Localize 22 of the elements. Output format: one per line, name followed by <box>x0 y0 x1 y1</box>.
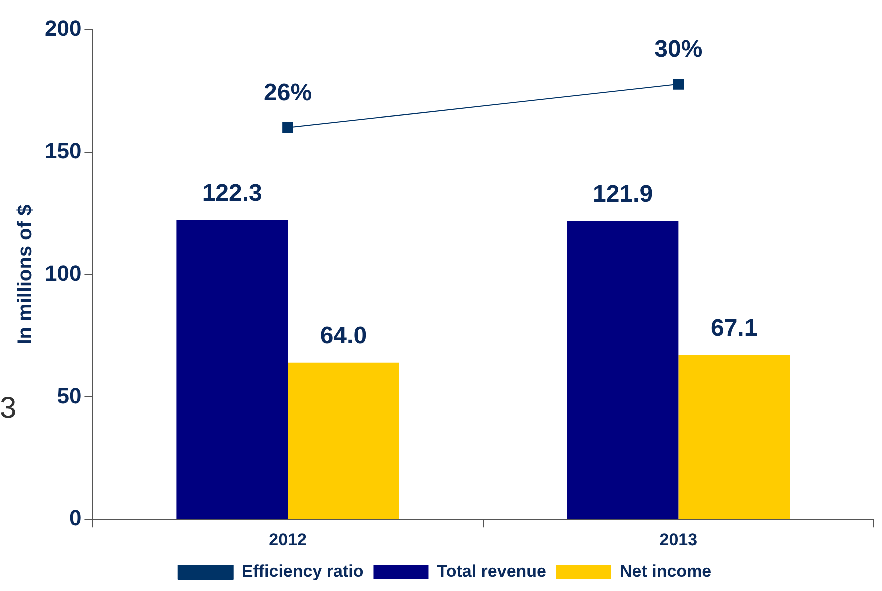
legend-label: Net income <box>620 562 712 582</box>
data-label: 64.0 <box>320 322 368 350</box>
y-tick-label: 100 <box>44 260 82 286</box>
data-label: 122.3 <box>202 180 262 207</box>
y-axis-title: In millions of $ <box>14 204 37 345</box>
x-tick-label: 2012 <box>269 530 307 550</box>
bar <box>288 362 400 520</box>
y-tick-label: 150 <box>44 138 82 164</box>
legend-label: Total revenue <box>437 562 547 582</box>
y-tick-label: 200 <box>44 16 82 42</box>
bar <box>678 355 790 520</box>
data-label: 30% <box>654 36 703 64</box>
y-tick-label: 50 <box>57 383 82 408</box>
data-label: 26% <box>264 80 312 107</box>
bar <box>176 220 288 520</box>
data-label: 67.1 <box>710 314 758 342</box>
text: 3 <box>0 392 17 426</box>
x-tick-label: 2013 <box>660 530 698 550</box>
bar <box>567 221 679 520</box>
y-tick-label: 0 <box>69 506 82 531</box>
legend-label: Efficiency ratio <box>242 562 364 582</box>
data-label: 121.9 <box>592 180 654 208</box>
